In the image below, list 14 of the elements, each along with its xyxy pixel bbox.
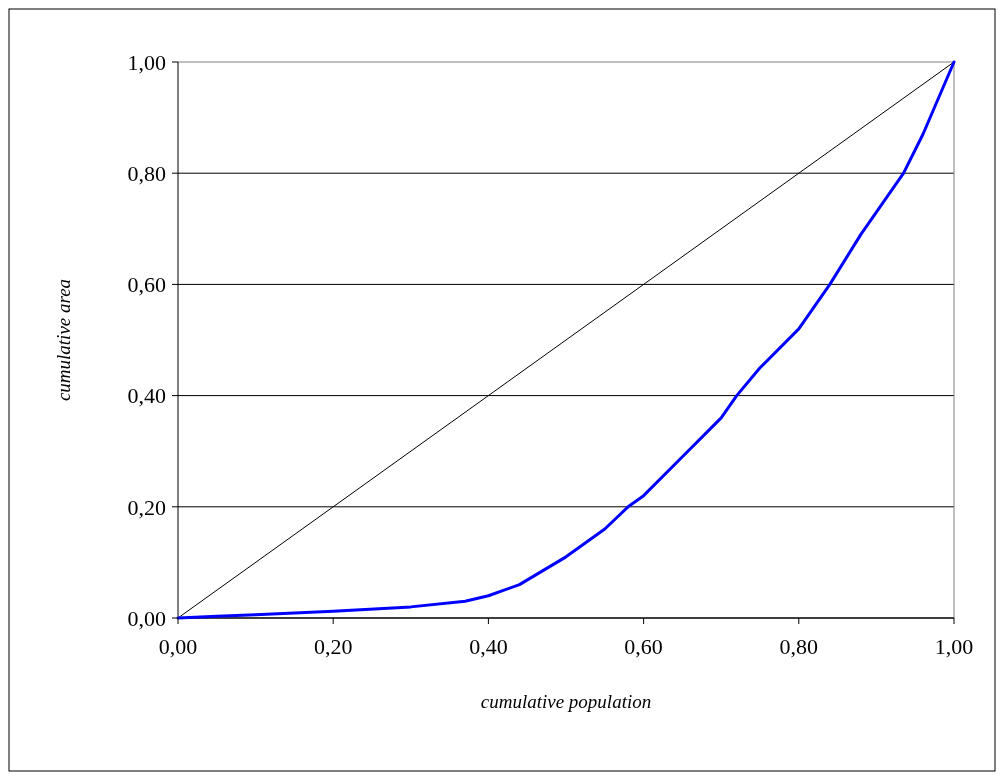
- y-tick-label: 0,20: [127, 494, 166, 520]
- x-tick-label: 0,20: [313, 634, 353, 659]
- x-tick-label: 1,00: [934, 634, 974, 659]
- y-tick-label: 0,60: [127, 272, 166, 298]
- y-tick-label: 0,80: [127, 160, 166, 186]
- x-axis-title: cumulative population: [480, 691, 652, 712]
- x-tick-label: 0,00: [158, 634, 198, 659]
- x-tick-label: 0,40: [469, 634, 508, 659]
- y-tick-label: 1,00: [127, 49, 166, 75]
- y-tick-label: 0,40: [127, 383, 166, 409]
- x-tick-label: 0,60: [624, 634, 663, 659]
- x-tick-label: 0,80: [779, 634, 819, 659]
- y-axis-title: cumulative area: [53, 278, 74, 402]
- y-tick-label: 0,00: [127, 605, 166, 631]
